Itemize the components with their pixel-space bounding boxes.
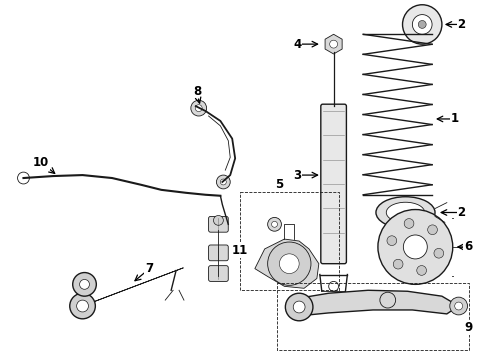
Circle shape bbox=[285, 293, 313, 321]
Polygon shape bbox=[299, 290, 459, 316]
FancyBboxPatch shape bbox=[209, 245, 228, 261]
Circle shape bbox=[413, 15, 432, 34]
FancyBboxPatch shape bbox=[321, 104, 346, 264]
Circle shape bbox=[417, 266, 426, 275]
Text: 2: 2 bbox=[458, 18, 466, 31]
Text: 9: 9 bbox=[465, 321, 473, 334]
Circle shape bbox=[268, 217, 281, 231]
FancyBboxPatch shape bbox=[209, 266, 228, 282]
Polygon shape bbox=[75, 268, 183, 309]
Ellipse shape bbox=[386, 202, 425, 223]
Circle shape bbox=[279, 254, 299, 274]
Circle shape bbox=[196, 105, 202, 112]
Text: 4: 4 bbox=[293, 38, 301, 51]
Circle shape bbox=[330, 40, 338, 48]
Text: 8: 8 bbox=[194, 85, 202, 98]
Polygon shape bbox=[255, 239, 319, 288]
Text: 10: 10 bbox=[33, 156, 49, 169]
Circle shape bbox=[268, 242, 311, 285]
Circle shape bbox=[329, 282, 339, 291]
Circle shape bbox=[450, 297, 467, 315]
Circle shape bbox=[79, 279, 90, 289]
Circle shape bbox=[214, 215, 223, 225]
Text: 11: 11 bbox=[232, 244, 248, 257]
Text: 5: 5 bbox=[275, 179, 284, 192]
Polygon shape bbox=[325, 34, 342, 54]
Circle shape bbox=[191, 100, 207, 116]
Circle shape bbox=[455, 302, 463, 310]
Circle shape bbox=[220, 179, 226, 185]
Circle shape bbox=[380, 292, 395, 308]
Circle shape bbox=[404, 219, 414, 228]
Circle shape bbox=[73, 273, 97, 296]
Ellipse shape bbox=[376, 197, 435, 228]
Circle shape bbox=[271, 221, 277, 227]
Circle shape bbox=[18, 172, 29, 184]
Circle shape bbox=[76, 300, 89, 312]
Text: 6: 6 bbox=[465, 240, 473, 253]
Circle shape bbox=[378, 210, 453, 284]
Circle shape bbox=[418, 21, 426, 28]
Circle shape bbox=[70, 293, 96, 319]
Circle shape bbox=[402, 5, 442, 44]
Text: 1: 1 bbox=[451, 112, 459, 125]
Circle shape bbox=[428, 225, 438, 235]
Circle shape bbox=[293, 301, 305, 313]
Circle shape bbox=[403, 235, 427, 259]
Circle shape bbox=[393, 259, 403, 269]
Circle shape bbox=[434, 248, 443, 258]
FancyBboxPatch shape bbox=[209, 216, 228, 232]
Text: 3: 3 bbox=[293, 168, 301, 181]
Text: 7: 7 bbox=[146, 262, 153, 275]
Circle shape bbox=[217, 175, 230, 189]
Circle shape bbox=[387, 236, 397, 246]
Text: 2: 2 bbox=[458, 206, 466, 219]
